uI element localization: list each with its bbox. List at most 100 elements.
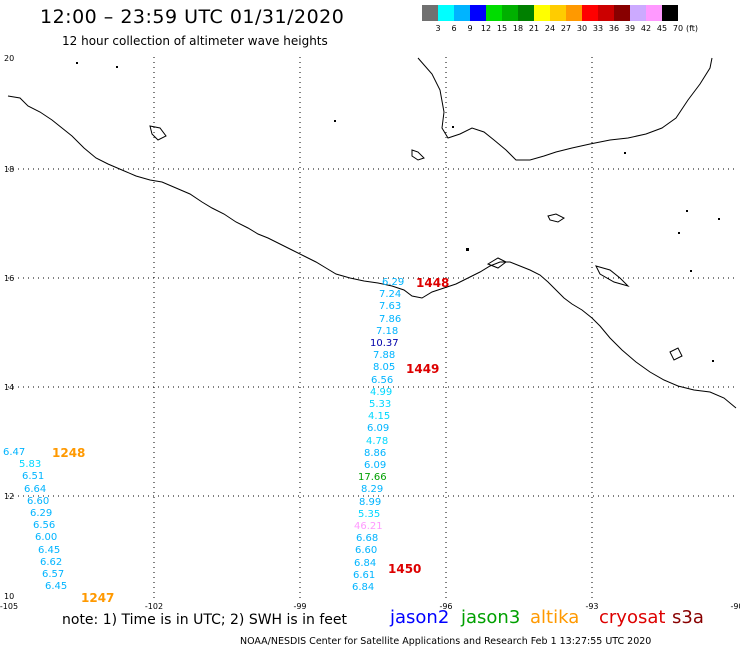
wave-height-value: 6.29 — [30, 508, 53, 519]
pass-time-label: 1449 — [406, 362, 440, 376]
wave-height-value: 7.88 — [373, 350, 396, 362]
wave-height-value: 8.05 — [373, 362, 396, 374]
page-subtitle: 12 hour collection of altimeter wave hei… — [62, 34, 328, 48]
wave-height-value: 6.09 — [364, 460, 387, 471]
scale-swatch — [518, 5, 534, 21]
footer-note: note: 1) Time is in UTC; 2) SWH is in fe… — [62, 612, 348, 628]
scale-swatch — [630, 5, 646, 21]
color-scale-legend: 3 6 9 12 15 18 21 24 27 30 33 36 39 42 45 70 (ft) — [422, 5, 728, 35]
wave-height-value: 7.18 — [376, 325, 399, 337]
lat-label: 16 — [4, 274, 15, 283]
scale-label: 24 — [544, 24, 556, 33]
scale-label: 3 — [435, 24, 441, 33]
pass-time-label: 1450 — [388, 562, 422, 576]
wave-height-value: 5.35 — [358, 508, 381, 520]
scale-label: 9 — [467, 24, 473, 33]
scale-label: 30 — [576, 24, 588, 33]
wave-height-value: 8.99 — [359, 496, 382, 508]
grid-lines — [8, 57, 738, 602]
scale-swatch — [550, 5, 566, 21]
pass-time-label: 1248 — [52, 446, 86, 460]
wave-height-value: 6.09 — [367, 423, 390, 435]
lat-label: 14 — [4, 383, 15, 392]
lat-label: 18 — [4, 165, 15, 174]
satellite-cryosat: cryosat — [599, 607, 666, 628]
lon-label: -105 — [0, 602, 19, 611]
lat-label: 12 — [4, 492, 15, 501]
scale-swatch — [486, 5, 502, 21]
wave-height-value: 6.45 — [45, 581, 68, 593]
wave-height-value: 6.84 — [354, 557, 377, 569]
lon-label: -93 — [585, 602, 599, 611]
scale-swatch — [502, 5, 518, 21]
lon-label: -99 — [293, 602, 307, 611]
scale-label: 21 — [528, 24, 540, 33]
scale-label: 39 — [624, 24, 636, 33]
wave-height-value: 7.86 — [379, 313, 402, 325]
scale-swatch — [598, 5, 614, 21]
scale-label: 45 — [656, 24, 668, 33]
wave-height-value: 6.47 — [3, 447, 26, 458]
satellite-jason3: jason3 — [461, 607, 521, 628]
pass-time-label: 1247 — [81, 591, 115, 605]
wave-height-value: 8.86 — [364, 447, 387, 459]
wave-height-value: 6.64 — [24, 483, 47, 495]
scale-label: 15 — [496, 24, 508, 33]
islets — [76, 62, 720, 362]
wave-height-value: 6.45 — [38, 544, 61, 556]
scale-swatch — [614, 5, 630, 21]
lon-label: -102 — [144, 602, 164, 611]
scale-label: 36 — [608, 24, 620, 33]
wave-height-value: 6.84 — [352, 582, 375, 593]
scale-swatch — [422, 5, 438, 21]
scale-label: 42 — [640, 24, 652, 33]
wave-height-value: 6.51 — [22, 471, 45, 483]
wave-height-value: 6.56 — [33, 520, 56, 532]
scale-label: 70 — [672, 24, 684, 33]
wave-height-value: 46.21 — [354, 521, 383, 532]
wave-height-value: 7.63 — [379, 301, 402, 313]
satellite-altika: altika — [530, 607, 580, 628]
scale-label: 6 — [451, 24, 457, 33]
scale-swatch — [582, 5, 598, 21]
footer-credit: NOAA/NESDIS Center for Satellite Applica… — [240, 636, 652, 647]
scale-swatch — [662, 5, 678, 21]
satellite-s3a: s3a — [672, 607, 704, 628]
scale-label: 18 — [512, 24, 524, 33]
lat-label: 10 — [4, 592, 15, 601]
wave-height-value: 17.66 — [358, 472, 387, 484]
wave-height-value: 10.37 — [370, 338, 399, 349]
scale-label: 33 — [592, 24, 604, 33]
pass-time-label: 1448 — [416, 276, 450, 290]
wave-height-value: 6.56 — [371, 374, 394, 386]
wave-height-value: 6.61 — [353, 569, 376, 581]
wave-height-value: 5.33 — [369, 399, 392, 410]
wave-height-value: 6.00 — [35, 532, 58, 544]
wave-height-value: 6.62 — [40, 556, 63, 568]
wave-height-value: 6.68 — [356, 533, 379, 545]
wave-height-value: 6.29 — [382, 277, 405, 288]
scale-label: 12 — [480, 24, 492, 33]
scale-swatch — [470, 5, 486, 21]
lon-label: -90 — [730, 602, 740, 611]
wave-height-value: 6.60 — [27, 495, 50, 507]
coastline — [7, 57, 737, 409]
wave-height-value: 8.29 — [361, 484, 384, 496]
wave-height-value: 7.24 — [379, 289, 402, 301]
scale-swatch — [438, 5, 454, 21]
satellite-jason2: jason2 — [390, 607, 450, 628]
wave-height-value: 6.57 — [42, 569, 65, 580]
wave-height-value: 4.99 — [370, 386, 393, 398]
scale-swatch — [566, 5, 582, 21]
wave-height-value: 4.15 — [368, 411, 391, 423]
scale-swatch — [646, 5, 662, 21]
scale-unit: (ft) — [685, 24, 699, 33]
lon-label: -96 — [439, 602, 453, 611]
wave-height-value: 6.60 — [355, 545, 378, 557]
scale-swatch — [534, 5, 550, 21]
scale-swatch — [454, 5, 470, 21]
page-title: 12:00 – 23:59 UTC 01/31/2020 — [40, 6, 345, 28]
wave-height-value: 4.78 — [366, 435, 389, 447]
lat-label: 20 — [4, 54, 15, 63]
